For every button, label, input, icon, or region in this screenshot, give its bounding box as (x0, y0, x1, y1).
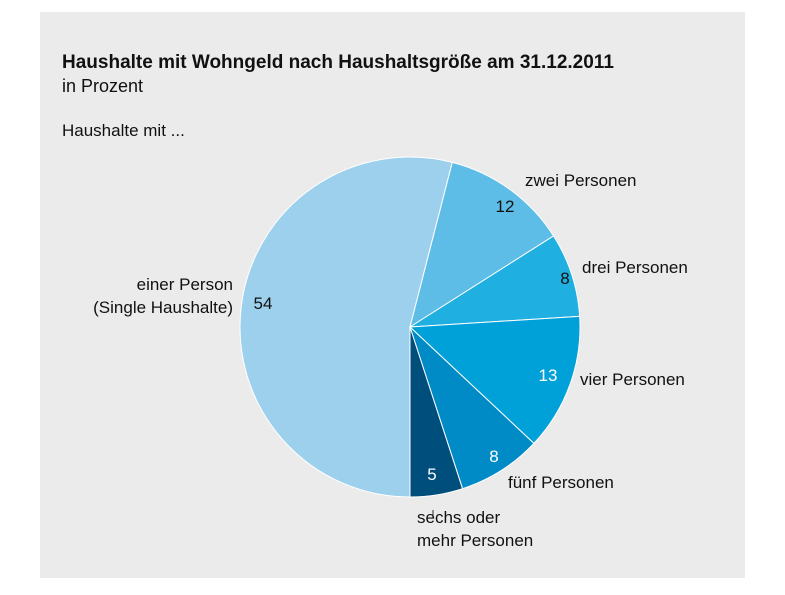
category-label: sechs oder mehr Personen (417, 508, 533, 550)
category-label: fünf Personen (508, 473, 614, 492)
category-label-line: (Single Haushalte) (93, 298, 233, 317)
value-label: 13 (539, 366, 558, 385)
category-label: zwei Personen (525, 171, 637, 190)
pie-slice (409, 161, 555, 329)
category-label-line: fünf Personen (508, 473, 614, 492)
annotation: Haushalte mit ... (62, 121, 185, 140)
category-label: vier Personen (580, 370, 685, 389)
value-label: 8 (560, 269, 569, 288)
pie-slice (239, 156, 453, 498)
chart-subtitle: in Prozent (62, 76, 143, 96)
category-label: einer Person (Single Haushalte) (93, 275, 233, 317)
pie-slice (408, 315, 581, 445)
category-label-line: zwei Personen (525, 171, 637, 190)
category-label-line: vier Personen (580, 370, 685, 389)
category-label-line: mehr Personen (417, 531, 533, 550)
pie-slice (409, 326, 464, 498)
value-label: 8 (489, 447, 498, 466)
value-label: 5 (427, 465, 436, 484)
category-label-line: sechs oder (417, 508, 500, 527)
value-label: 12 (496, 197, 515, 216)
chart-title: Haushalte mit Wohngeld nach Haushaltsgrö… (62, 52, 614, 73)
category-label-line: drei Personen (582, 258, 688, 277)
category-label-line: einer Person (137, 275, 233, 294)
category-label: drei Personen (582, 258, 688, 277)
value-label: 54 (254, 294, 273, 313)
